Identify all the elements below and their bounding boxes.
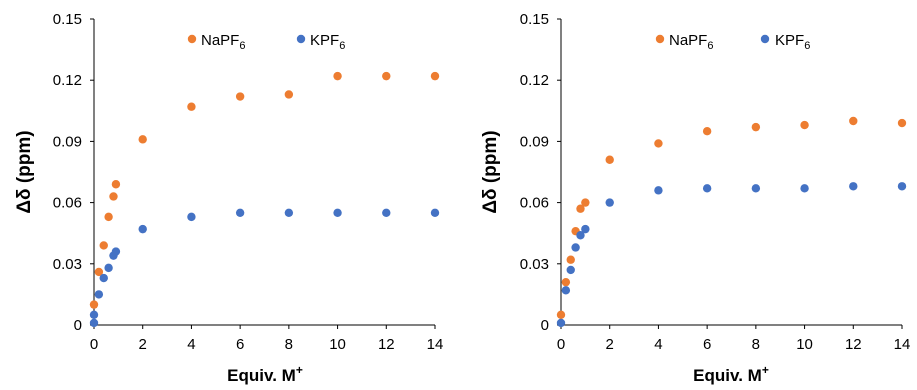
x-axis-label: Equiv. M+ <box>227 363 303 385</box>
napf6-point <box>897 118 907 128</box>
y-tick-label: 0.06 <box>520 195 549 212</box>
kpf6-point <box>566 265 575 275</box>
x-tick-label: 0 <box>557 336 565 353</box>
kpf6-point <box>702 184 712 193</box>
napf6-point <box>89 300 99 309</box>
napf6-point <box>576 204 585 213</box>
y-tick-label: 0.09 <box>520 133 549 150</box>
x-tick-label: 6 <box>703 336 711 353</box>
x-tick-label: 10 <box>796 336 813 353</box>
kpf6-point <box>556 318 566 328</box>
napf6-point <box>138 135 147 144</box>
chart-panel-1: 0 0.03 0.06 0.09 0.12 0.15 0 2 4 6 8 10 12 14 Equiv. M… <box>14 11 443 385</box>
kpf6-point <box>576 231 585 240</box>
napf6-point <box>561 277 571 287</box>
y-tick-label: 0.09 <box>53 133 82 150</box>
legend-marker-nap <box>187 34 197 44</box>
kpf6-point <box>800 184 809 193</box>
kpf6-point <box>333 208 342 217</box>
kpf6-point <box>561 286 571 295</box>
legend-label-nap: NaPF6 <box>201 32 245 52</box>
napf6-point <box>581 198 590 207</box>
napf6-point <box>111 180 121 189</box>
kpf6-point <box>284 208 294 217</box>
napf6-point <box>751 122 761 132</box>
y-tick-label: 0.03 <box>53 256 82 273</box>
napf6-point <box>104 212 113 222</box>
y-tick-label: 0 <box>541 317 549 334</box>
kpf6-point <box>751 184 761 193</box>
napf6-point <box>605 155 614 164</box>
napf6-point <box>99 241 108 250</box>
napf6-point <box>94 267 104 277</box>
x-tick-label: 2 <box>606 336 614 353</box>
y-tick-label: 0.15 <box>520 11 549 28</box>
kpf6-point <box>111 247 121 256</box>
kpf6-point <box>138 224 147 234</box>
kpf6-point <box>94 290 104 299</box>
kpf6-point <box>89 318 99 328</box>
napf6-point <box>556 310 566 319</box>
napf6-point <box>800 120 809 130</box>
kpf6-point <box>235 208 245 217</box>
y-tick-label: 0.12 <box>520 72 549 89</box>
napf6-point <box>109 192 118 201</box>
kpf6-point <box>89 310 99 319</box>
x-tick-label: 12 <box>845 336 862 353</box>
napf6-point <box>187 102 196 111</box>
legend-marker-nap <box>655 34 665 44</box>
legend-marker-kp <box>760 34 770 44</box>
chart-panel-2: 0 0.03 0.06 0.09 0.12 0.15 0 2 4 6 8 10 12 14 Equiv. M… <box>480 11 910 385</box>
kpf6-point <box>605 198 614 207</box>
napf6-point <box>333 71 342 81</box>
legend-label-nap: NaPF6 <box>669 32 713 52</box>
napf6-point <box>284 90 294 99</box>
x-tick-label: 2 <box>139 336 147 353</box>
y-tick-label: 0.06 <box>53 195 82 212</box>
x-tick-label: 4 <box>187 336 195 353</box>
napf6-point <box>382 71 391 81</box>
napf6-point <box>430 71 440 81</box>
napf6-point <box>654 139 663 148</box>
kpf6-point <box>187 212 196 222</box>
x-tick-label: 8 <box>285 336 293 353</box>
kpf6-point <box>104 263 113 273</box>
kpf6-point <box>897 182 907 191</box>
napf6-point <box>849 116 858 126</box>
x-axis-label: Equiv. M+ <box>693 363 769 385</box>
legend-label-kp: KPF6 <box>310 32 345 52</box>
x-tick-label: 4 <box>654 336 662 353</box>
napf6-point <box>235 92 245 101</box>
napf6-point <box>702 127 712 136</box>
x-tick-label: 6 <box>236 336 244 353</box>
x-tick-label: 14 <box>894 336 911 353</box>
x-tick-label: 12 <box>378 336 395 353</box>
kpf6-point <box>571 243 580 252</box>
y-tick-label: 0.15 <box>53 11 82 28</box>
kpf6-point <box>849 182 858 191</box>
x-tick-label: 8 <box>752 336 760 353</box>
x-tick-label: 14 <box>427 336 444 353</box>
x-tick-label: 10 <box>329 336 346 353</box>
kpf6-point <box>430 208 440 217</box>
y-tick-label: 0.03 <box>520 256 549 273</box>
legend-marker-kp <box>296 34 306 44</box>
kpf6-point <box>581 224 590 234</box>
kpf6-point <box>99 273 108 283</box>
x-tick-label: 0 <box>90 336 98 353</box>
kpf6-point <box>382 208 391 217</box>
kpf6-point <box>654 186 663 195</box>
y-tick-label: 0 <box>74 317 82 334</box>
y-axis-label: Δδ (ppm) <box>14 130 35 213</box>
legend-label-kp: KPF6 <box>775 32 810 52</box>
y-axis-label: Δδ (ppm) <box>480 130 501 213</box>
napf6-point <box>566 255 575 264</box>
y-tick-label: 0.12 <box>53 72 82 89</box>
